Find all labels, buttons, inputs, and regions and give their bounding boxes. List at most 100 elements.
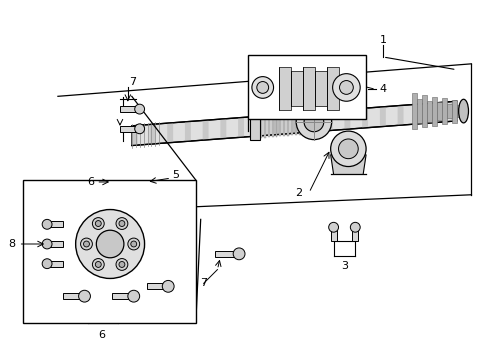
Polygon shape — [291, 113, 297, 134]
Polygon shape — [432, 96, 437, 126]
Polygon shape — [362, 108, 368, 128]
Polygon shape — [203, 120, 209, 140]
Circle shape — [116, 218, 128, 229]
Text: 7: 7 — [129, 77, 136, 86]
Polygon shape — [352, 229, 358, 241]
Circle shape — [93, 258, 104, 270]
Polygon shape — [220, 119, 226, 139]
Circle shape — [131, 241, 137, 247]
Circle shape — [75, 210, 145, 278]
Polygon shape — [264, 114, 266, 138]
Text: 1: 1 — [379, 35, 386, 45]
Circle shape — [340, 81, 353, 94]
Polygon shape — [287, 112, 289, 136]
Circle shape — [116, 258, 128, 270]
Circle shape — [42, 239, 52, 249]
Polygon shape — [344, 109, 350, 130]
Polygon shape — [413, 93, 417, 129]
Polygon shape — [291, 112, 293, 135]
Polygon shape — [427, 101, 432, 122]
Circle shape — [233, 248, 245, 260]
Polygon shape — [149, 124, 155, 144]
Polygon shape — [260, 114, 262, 138]
Polygon shape — [331, 155, 366, 175]
Polygon shape — [50, 221, 63, 227]
Polygon shape — [331, 229, 337, 241]
Polygon shape — [279, 67, 291, 110]
Polygon shape — [299, 111, 301, 135]
Polygon shape — [50, 261, 63, 267]
Text: 2: 2 — [295, 188, 303, 198]
Polygon shape — [250, 113, 260, 140]
Bar — [248, 55, 366, 119]
Polygon shape — [295, 112, 297, 135]
Polygon shape — [275, 113, 277, 136]
Circle shape — [128, 238, 140, 250]
Circle shape — [162, 280, 174, 292]
Text: 4: 4 — [379, 84, 387, 94]
Circle shape — [331, 131, 366, 167]
Circle shape — [96, 221, 101, 226]
Polygon shape — [315, 71, 327, 106]
Circle shape — [119, 221, 125, 226]
Text: 3: 3 — [341, 261, 348, 271]
Circle shape — [80, 238, 93, 250]
Polygon shape — [397, 105, 404, 125]
Polygon shape — [132, 125, 138, 145]
Circle shape — [339, 139, 358, 159]
Polygon shape — [120, 126, 138, 132]
Ellipse shape — [459, 99, 468, 123]
Bar — [24, 180, 196, 323]
Polygon shape — [417, 99, 422, 123]
Polygon shape — [291, 71, 303, 106]
Polygon shape — [327, 67, 339, 110]
Polygon shape — [120, 106, 138, 112]
Polygon shape — [433, 103, 439, 123]
Circle shape — [42, 259, 52, 269]
Polygon shape — [279, 113, 281, 136]
Polygon shape — [271, 113, 273, 137]
Polygon shape — [147, 283, 166, 289]
Polygon shape — [132, 101, 457, 145]
Polygon shape — [216, 251, 237, 257]
Polygon shape — [380, 107, 386, 127]
Polygon shape — [303, 67, 315, 110]
Polygon shape — [422, 95, 427, 127]
Polygon shape — [63, 293, 82, 299]
Circle shape — [296, 104, 332, 140]
Polygon shape — [442, 98, 447, 124]
Polygon shape — [238, 117, 244, 138]
Polygon shape — [416, 104, 421, 124]
Circle shape — [83, 241, 90, 247]
Text: 5: 5 — [172, 170, 179, 180]
Text: 6: 6 — [87, 177, 94, 187]
Circle shape — [93, 218, 104, 229]
Polygon shape — [452, 100, 457, 122]
Circle shape — [257, 82, 269, 93]
Polygon shape — [268, 114, 270, 137]
Text: 7: 7 — [200, 278, 207, 288]
Circle shape — [128, 290, 140, 302]
Polygon shape — [457, 105, 462, 117]
Circle shape — [119, 261, 125, 267]
Circle shape — [304, 112, 324, 132]
Polygon shape — [451, 101, 457, 121]
Text: 6: 6 — [99, 329, 106, 339]
Polygon shape — [437, 102, 442, 120]
Polygon shape — [50, 241, 63, 247]
Polygon shape — [327, 111, 333, 131]
Circle shape — [78, 290, 91, 302]
Circle shape — [252, 77, 273, 98]
Polygon shape — [309, 112, 315, 132]
Text: 8: 8 — [8, 239, 15, 249]
Circle shape — [333, 74, 360, 101]
Polygon shape — [283, 112, 285, 136]
Polygon shape — [185, 121, 191, 141]
Polygon shape — [167, 123, 173, 143]
Polygon shape — [273, 115, 279, 135]
Circle shape — [97, 230, 124, 258]
Circle shape — [350, 222, 360, 232]
Circle shape — [135, 104, 145, 114]
Polygon shape — [447, 104, 452, 118]
Circle shape — [42, 219, 52, 229]
